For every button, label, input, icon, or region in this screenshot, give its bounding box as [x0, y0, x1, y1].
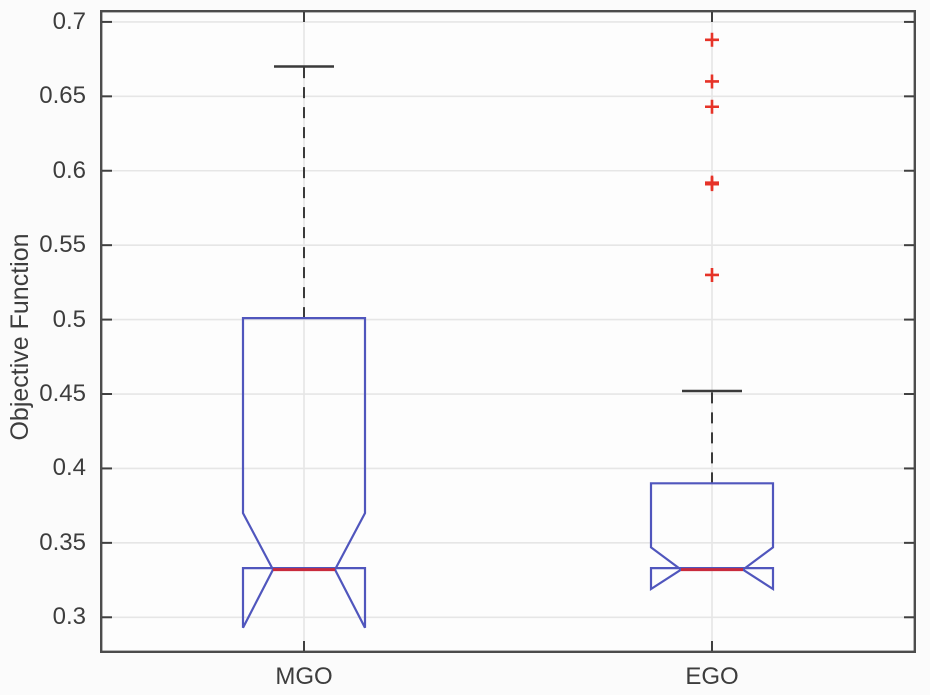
y-tick-label: 0.4: [52, 454, 86, 482]
y-tick-label: 0.6: [52, 156, 86, 184]
y-tick-label: 0.5: [52, 305, 86, 333]
outlier-marker: [705, 267, 719, 282]
x-tick-label: MGO: [275, 663, 333, 690]
plot-area: [100, 10, 916, 653]
outlier-marker: [705, 177, 719, 192]
y-tick-label: 0.65: [39, 82, 86, 110]
outlier-marker: [705, 99, 719, 114]
y-tick-label: 0.45: [39, 380, 86, 407]
outlier-marker: [705, 32, 719, 47]
outlier-marker: [705, 74, 719, 89]
y-axis-label: Objective Function: [6, 233, 34, 441]
y-tick-label: 0.35: [39, 528, 86, 556]
axes-frame: [100, 10, 916, 653]
x-tick-label: EGO: [685, 663, 739, 690]
y-tick-label: 0.7: [52, 7, 86, 35]
y-tick-label: 0.3: [52, 603, 86, 631]
boxplot-canvas: [100, 10, 916, 653]
y-tick-label: 0.55: [39, 231, 86, 259]
